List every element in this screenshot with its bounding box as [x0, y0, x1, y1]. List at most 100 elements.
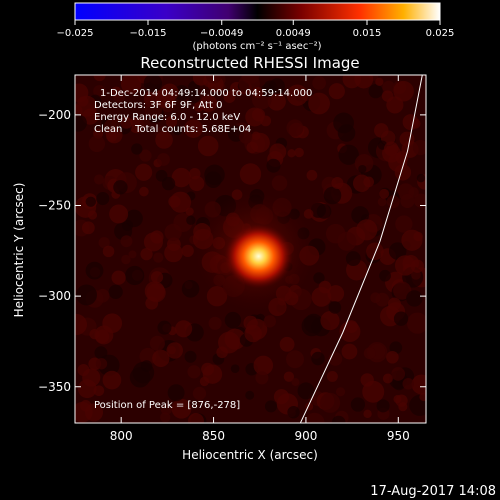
noise-blob	[338, 144, 359, 165]
noise-blob	[98, 236, 110, 249]
noise-blob	[184, 350, 197, 363]
noise-blob	[269, 78, 285, 95]
noise-blob	[287, 406, 300, 419]
noise-blob	[164, 223, 182, 241]
noise-blob	[165, 116, 178, 128]
noise-blob	[327, 285, 345, 302]
noise-blob	[205, 171, 222, 188]
colorbar-ticks: −0.025 −0.015 −0.0049 0.0049 0.015 0.025	[56, 20, 454, 39]
noise-blob	[406, 312, 426, 334]
noise-blob	[153, 252, 164, 263]
noise-blob	[393, 281, 412, 300]
noise-blob	[287, 149, 296, 158]
noise-blob	[175, 320, 193, 338]
colorbar-tick-label: −0.0049	[200, 28, 243, 39]
solar-limb	[299, 75, 423, 423]
x-tick-label: 950	[387, 429, 410, 443]
noise-blob	[398, 402, 408, 412]
noise-blob	[112, 90, 126, 103]
noise-blob	[311, 286, 332, 307]
noise-blob	[363, 409, 372, 419]
noise-blob	[93, 84, 106, 98]
noise-blob	[76, 95, 98, 117]
noise-blob	[335, 387, 346, 397]
x-tick-label: 850	[202, 429, 225, 443]
peak-annotation: Position of Peak = [876,-278]	[94, 400, 240, 411]
noise-blob	[120, 75, 142, 95]
noise-blob	[239, 163, 262, 185]
noise-blob	[106, 132, 117, 143]
noise-blob	[323, 186, 342, 205]
y-tick-label: −200	[38, 108, 71, 122]
noise-blob	[111, 118, 121, 128]
noise-blob	[377, 197, 387, 207]
noise-blob	[75, 114, 87, 132]
x-tick-label: 900	[294, 429, 317, 443]
noise-blob	[139, 347, 157, 365]
noise-blob	[402, 377, 415, 390]
noise-blob	[77, 379, 97, 399]
noise-blob	[370, 292, 381, 304]
noise-blob	[157, 320, 172, 335]
y-tick-label: −350	[38, 380, 71, 394]
noise-blob	[202, 364, 223, 384]
noise-blob	[75, 313, 88, 336]
noise-blob	[192, 386, 207, 401]
noise-blob	[143, 75, 163, 93]
noise-blob	[331, 176, 344, 189]
noise-blob	[160, 412, 171, 423]
noise-blob	[384, 141, 399, 156]
noise-blob	[279, 336, 295, 352]
noise-blob	[125, 265, 145, 286]
noise-blob	[393, 395, 402, 404]
noise-blob	[224, 311, 242, 329]
noise-blob	[379, 269, 391, 282]
noise-blob	[304, 412, 325, 423]
noise-blob	[181, 280, 200, 298]
noise-blob	[337, 231, 357, 251]
noise-blob	[186, 215, 196, 225]
noise-blob	[96, 191, 110, 206]
noise-blob	[376, 399, 390, 413]
noise-blob	[328, 301, 342, 314]
noise-blob	[102, 313, 123, 334]
noise-blob	[109, 204, 129, 224]
noise-blob	[188, 413, 204, 423]
noise-blob	[395, 151, 409, 165]
noise-blob	[139, 186, 149, 197]
noise-blob	[197, 135, 219, 157]
noise-blob	[286, 84, 309, 106]
noise-blob	[395, 215, 413, 233]
noise-blob	[410, 259, 425, 273]
x-axis-label: Heliocentric X (arcsec)	[182, 448, 318, 462]
noise-blob	[244, 324, 262, 343]
noise-blob	[400, 193, 415, 209]
x-tick-label: 800	[110, 429, 133, 443]
noise-blob	[152, 349, 170, 368]
colorbar-tick-label: −0.025	[56, 28, 93, 39]
noise-blob	[297, 382, 315, 400]
noise-blob	[108, 284, 123, 300]
noise-blob	[388, 242, 407, 260]
noise-blob	[399, 131, 415, 147]
noise-blob	[312, 76, 327, 90]
flare-source	[224, 224, 293, 289]
noise-blob	[331, 415, 346, 423]
noise-blob	[249, 132, 270, 153]
plot-frame	[74, 74, 427, 424]
noise-blob	[320, 311, 340, 331]
noise-blob	[85, 261, 104, 280]
noise-blob	[187, 365, 201, 379]
noise-blob	[401, 229, 423, 251]
noise-blob	[303, 209, 314, 219]
noise-blob	[120, 116, 133, 129]
noise-blob	[111, 270, 126, 285]
noise-blob	[381, 90, 394, 102]
noise-blob	[393, 311, 409, 326]
noise-blob	[366, 242, 384, 261]
noise-blob	[143, 232, 164, 252]
noise-blob	[87, 210, 98, 220]
noise-blob	[394, 255, 416, 276]
noise-blob	[181, 244, 194, 257]
noise-blob	[131, 143, 143, 155]
